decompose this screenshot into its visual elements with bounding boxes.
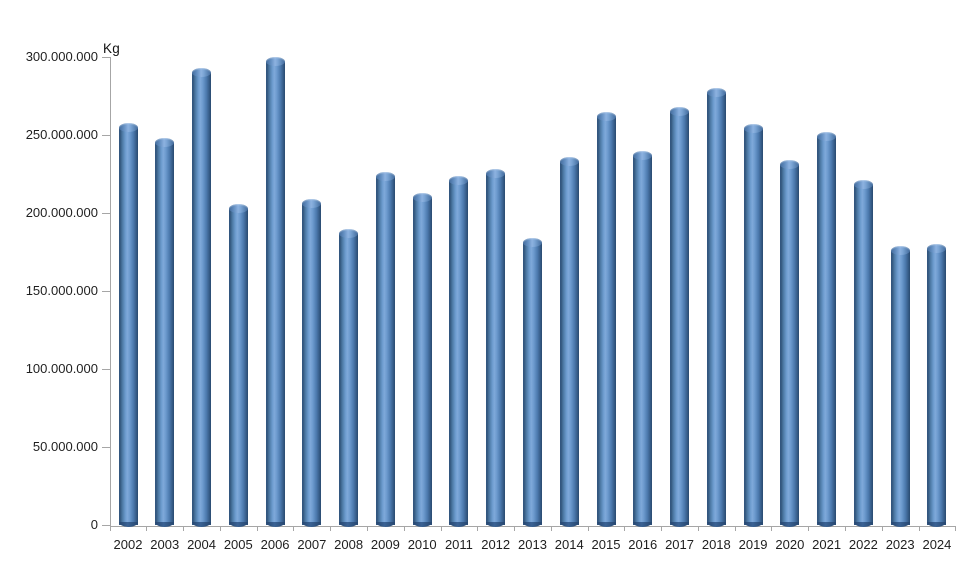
x-axis-tick xyxy=(440,526,442,531)
x-axis-tick xyxy=(624,526,626,531)
x-axis-tick-label: 2011 xyxy=(444,537,473,552)
y-axis-tick-label: 50.000.000 xyxy=(32,439,98,454)
x-axis-tick xyxy=(587,526,589,531)
y-axis-tick xyxy=(102,291,110,292)
x-axis-tick-label: 2005 xyxy=(223,537,253,552)
bar-2020 xyxy=(780,159,800,528)
y-axis-tick-label: 0 xyxy=(90,517,98,532)
x-axis-tick-label: 2022 xyxy=(848,537,878,552)
x-axis-tick-label: 2019 xyxy=(738,537,768,552)
x-axis-tick xyxy=(881,526,883,531)
x-axis-tick-label: 2007 xyxy=(297,537,327,552)
y-axis-tick xyxy=(102,57,110,58)
x-axis-tick xyxy=(771,526,773,531)
x-axis-tick-label: 2002 xyxy=(113,537,143,552)
bar-2008 xyxy=(339,228,359,528)
y-axis-tick-label: 300.000.000 xyxy=(25,49,98,64)
y-axis-tick xyxy=(102,135,110,136)
x-axis-tick xyxy=(219,526,221,531)
x-axis-tick xyxy=(514,526,516,531)
y-axis-unit-label: Kg xyxy=(103,41,120,56)
y-axis-tick xyxy=(102,525,110,526)
y-axis-line xyxy=(110,57,111,526)
bar-2016 xyxy=(633,150,653,528)
bar-2006 xyxy=(265,57,285,527)
x-axis-tick xyxy=(256,526,258,531)
x-axis-tick xyxy=(845,526,846,531)
x-axis-tick-label: 2010 xyxy=(407,537,437,552)
x-axis-tick xyxy=(293,526,295,531)
bar-2013 xyxy=(522,237,542,528)
x-axis-tick-label: 2003 xyxy=(150,537,180,552)
bar-2004 xyxy=(192,67,212,528)
x-axis-tick-label: 2020 xyxy=(775,537,805,552)
x-axis-tick-label: 2018 xyxy=(701,537,731,552)
x-axis-tick-label: 2013 xyxy=(518,537,547,552)
bar-2009 xyxy=(375,172,395,527)
x-axis-tick-label: 2012 xyxy=(481,537,511,552)
x-axis-tick-label: 2009 xyxy=(370,537,400,552)
bar-2007 xyxy=(302,198,322,528)
y-axis-tick xyxy=(102,447,110,448)
x-axis-tick xyxy=(550,526,552,531)
bar-2003 xyxy=(155,138,175,527)
bar-2010 xyxy=(412,192,432,528)
bar-2005 xyxy=(228,203,248,528)
bar-2022 xyxy=(853,180,873,527)
x-axis-tick xyxy=(808,526,810,531)
bar-2019 xyxy=(743,124,763,527)
x-axis-tick-label: 2014 xyxy=(554,537,584,552)
x-axis-tick-label: 2004 xyxy=(187,537,216,552)
bar-2012 xyxy=(486,169,506,527)
x-axis-tick xyxy=(330,526,332,531)
x-axis-tick-label: 2015 xyxy=(591,537,621,552)
x-axis-tick-label: 2006 xyxy=(260,537,290,552)
x-axis-tick xyxy=(734,526,736,531)
x-axis-tick xyxy=(697,526,699,531)
bar-2011 xyxy=(449,175,469,528)
y-axis-tick-label: 200.000.000 xyxy=(25,205,98,220)
x-axis-tick-label: 2023 xyxy=(885,537,915,552)
bar-2018 xyxy=(706,88,726,527)
y-axis-tick-label: 150.000.000 xyxy=(25,283,98,298)
bar-2002 xyxy=(118,122,138,528)
x-axis-tick xyxy=(477,526,479,531)
bar-2017 xyxy=(670,106,690,528)
x-axis-tick-label: 2024 xyxy=(922,537,952,552)
x-axis-tick xyxy=(183,526,185,531)
x-axis-tick-label: 2008 xyxy=(334,537,364,552)
x-axis-tick xyxy=(661,526,663,531)
x-axis-tick xyxy=(146,526,148,531)
bar-2023 xyxy=(890,245,910,528)
x-axis-tick-label: 2016 xyxy=(628,537,658,552)
y-axis-tick xyxy=(102,213,110,214)
x-axis-tick xyxy=(955,526,957,531)
bar-2021 xyxy=(817,131,837,528)
x-axis-tick xyxy=(403,526,405,531)
x-axis-tick-label: 2017 xyxy=(665,537,694,552)
y-axis-tick-label: 100.000.000 xyxy=(25,361,98,376)
x-axis-tick xyxy=(918,526,920,531)
bar-2014 xyxy=(559,156,579,528)
x-axis-tick xyxy=(109,526,111,531)
x-axis-tick-label: 2021 xyxy=(812,537,842,552)
bar-2015 xyxy=(596,111,616,528)
x-axis-tick xyxy=(367,526,368,531)
bar-2024 xyxy=(927,244,947,527)
y-axis-tick-label: 250.000.000 xyxy=(25,127,98,142)
y-axis-tick xyxy=(102,369,110,370)
